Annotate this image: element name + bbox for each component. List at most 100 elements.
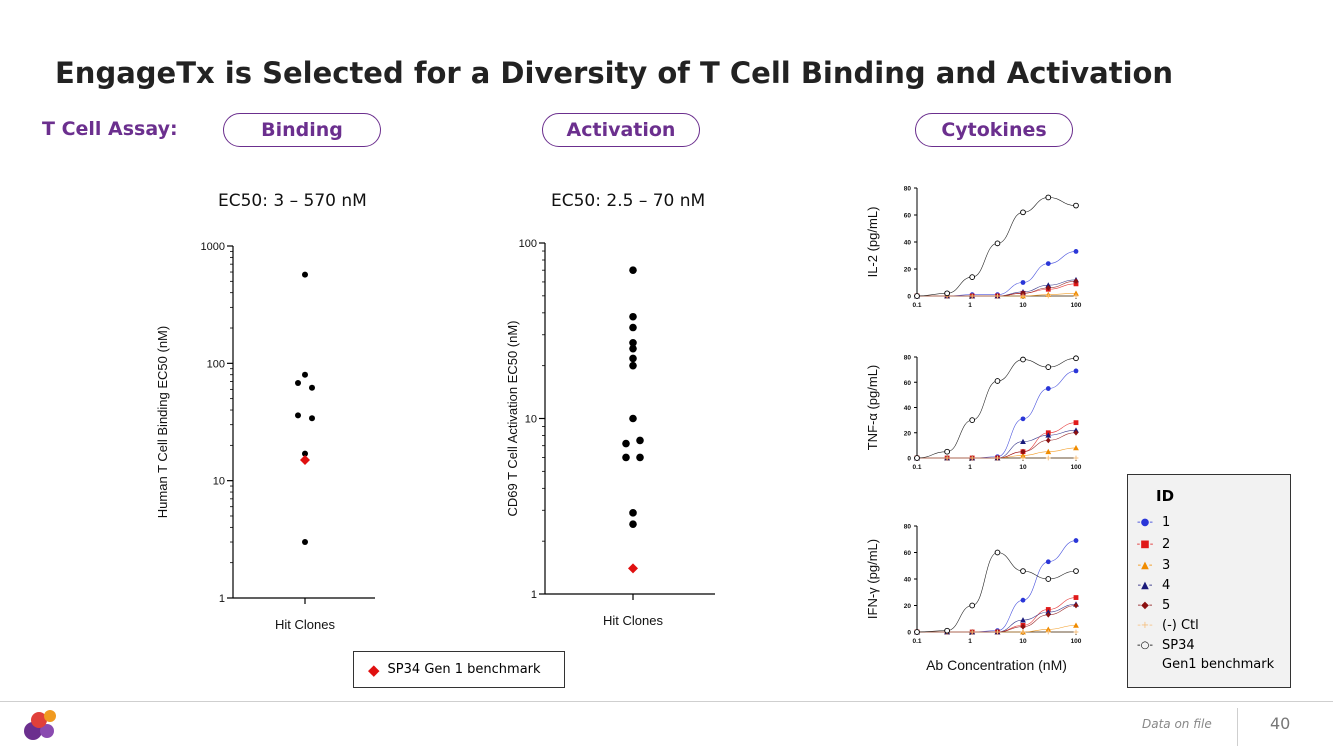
y-tick-label: 20 bbox=[904, 430, 912, 437]
y-tick-label: 100 bbox=[519, 238, 537, 250]
pill-activation[interactable]: Activation bbox=[542, 113, 700, 147]
data-point bbox=[944, 455, 950, 461]
x-tick-label: 1 bbox=[968, 464, 972, 471]
data-point bbox=[1073, 455, 1079, 461]
data-point bbox=[629, 344, 637, 353]
y-tick-label: 100 bbox=[207, 358, 225, 370]
data-point bbox=[629, 312, 637, 321]
data-point bbox=[1020, 290, 1026, 297]
page-number: 40 bbox=[1270, 714, 1291, 733]
legend-label: 2 bbox=[1162, 537, 1171, 552]
footer-note: Data on file bbox=[1142, 717, 1212, 731]
data-point bbox=[1045, 455, 1051, 461]
legend-marker-icon: -■- bbox=[1136, 539, 1154, 550]
y-axis-label: Human T Cell Binding EC50 (nM) bbox=[155, 326, 170, 518]
data-point bbox=[995, 455, 1000, 461]
data-point bbox=[1073, 290, 1079, 296]
data-point bbox=[1045, 611, 1051, 618]
data-point bbox=[995, 293, 1000, 299]
y-tick-label: 60 bbox=[904, 213, 912, 220]
y-tick-label: 10 bbox=[213, 476, 225, 488]
data-point bbox=[969, 455, 975, 461]
legend-marker-icon: -+- bbox=[1137, 620, 1153, 631]
data-point bbox=[622, 453, 630, 462]
series-line-SP34 bbox=[916, 357, 1077, 459]
data-point bbox=[1073, 538, 1079, 543]
pill-cytokines[interactable]: Cytokines bbox=[915, 113, 1073, 147]
data-point bbox=[1045, 448, 1052, 455]
series-line-5 bbox=[916, 605, 1077, 633]
x-tick-label: 0.1 bbox=[912, 302, 921, 309]
data-point bbox=[1020, 452, 1026, 458]
x-tick-label: 100 bbox=[1071, 638, 1082, 645]
data-point bbox=[295, 379, 301, 386]
y-tick-label: 10 bbox=[525, 414, 537, 426]
data-point bbox=[1073, 602, 1079, 609]
x-tick-label: 10 bbox=[1019, 464, 1027, 471]
data-point bbox=[629, 338, 637, 347]
y-tick-label: 20 bbox=[904, 603, 912, 610]
data-point bbox=[1073, 202, 1079, 209]
data-point bbox=[1045, 609, 1052, 615]
y-tick-label: 0 bbox=[907, 630, 911, 637]
y-tick-label: 60 bbox=[904, 380, 912, 387]
cytokine-legend: ID -●- 1 -■- 2 -▲- 3 -▲- 4 -◆- 5 -+- (-) Ctl -○- SP34… bbox=[1127, 474, 1291, 688]
data-point bbox=[1073, 595, 1079, 600]
data-point bbox=[295, 412, 301, 419]
data-point bbox=[914, 293, 920, 299]
footer-separator bbox=[1237, 708, 1238, 746]
legend-item: -▲- 3 bbox=[1136, 558, 1171, 573]
data-point bbox=[1073, 293, 1079, 299]
y-tick-label: 80 bbox=[904, 355, 912, 362]
x-tick-label: 10 bbox=[1019, 638, 1027, 645]
y-tick-label: 1 bbox=[219, 593, 225, 605]
y-tick-label: 40 bbox=[904, 240, 912, 247]
y-axis-label: IFN-γ (pg/mL) bbox=[865, 539, 880, 619]
x-tick-label: 100 bbox=[1071, 302, 1082, 309]
data-point bbox=[1045, 576, 1052, 582]
legend-marker-icon: -◆- bbox=[1137, 600, 1153, 611]
legend-marker-icon: -○- bbox=[1137, 640, 1153, 651]
data-point bbox=[302, 450, 308, 457]
data-point bbox=[636, 453, 644, 462]
x-tick-label: 1 bbox=[968, 302, 972, 309]
data-point bbox=[1020, 617, 1026, 623]
legend-item: -+- (-) Ctl bbox=[1136, 618, 1199, 633]
data-point bbox=[1020, 623, 1026, 630]
data-point bbox=[1045, 282, 1052, 288]
series-line-1 bbox=[916, 370, 1077, 459]
binding-ec50-range: EC50: 3 – 570 nM bbox=[218, 191, 367, 211]
data-point bbox=[1020, 356, 1026, 363]
data-point bbox=[1045, 432, 1052, 438]
data-point bbox=[1020, 416, 1026, 422]
data-point bbox=[1020, 597, 1026, 603]
data-point bbox=[1073, 568, 1079, 574]
legend-item: -■- 2 bbox=[1136, 537, 1171, 552]
series-line-4 bbox=[916, 429, 1077, 459]
footer-divider bbox=[0, 701, 1333, 702]
legend-label: 5 bbox=[1162, 598, 1171, 613]
data-point bbox=[1020, 629, 1026, 635]
data-point bbox=[629, 354, 637, 363]
legend-label: 4 bbox=[1162, 578, 1171, 593]
data-point bbox=[969, 602, 976, 609]
activation-ec50-range: EC50: 2.5 – 70 nM bbox=[551, 191, 706, 211]
data-point bbox=[944, 290, 950, 297]
data-point bbox=[994, 549, 1001, 556]
y-tick-label: 1 bbox=[531, 589, 537, 601]
data-point bbox=[1020, 280, 1026, 285]
data-point bbox=[1020, 568, 1026, 574]
data-point bbox=[309, 384, 315, 391]
data-point bbox=[1045, 437, 1051, 444]
data-point bbox=[969, 417, 976, 423]
data-point bbox=[629, 509, 637, 517]
y-tick-label: 0 bbox=[907, 456, 911, 463]
data-point bbox=[629, 414, 637, 423]
data-point bbox=[629, 266, 637, 274]
data-point bbox=[1020, 448, 1026, 455]
pill-binding[interactable]: Binding bbox=[223, 113, 381, 147]
x-axis-label: Hit Clones bbox=[603, 613, 663, 628]
x-tick-label: 100 bbox=[1071, 464, 1082, 471]
data-point bbox=[629, 361, 637, 370]
